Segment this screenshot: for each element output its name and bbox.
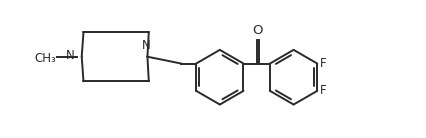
Text: F: F xyxy=(320,57,326,70)
Text: N: N xyxy=(142,39,150,52)
Text: O: O xyxy=(253,24,263,37)
Text: F: F xyxy=(320,84,326,97)
Text: CH₃: CH₃ xyxy=(34,52,56,65)
Text: N: N xyxy=(66,49,75,62)
